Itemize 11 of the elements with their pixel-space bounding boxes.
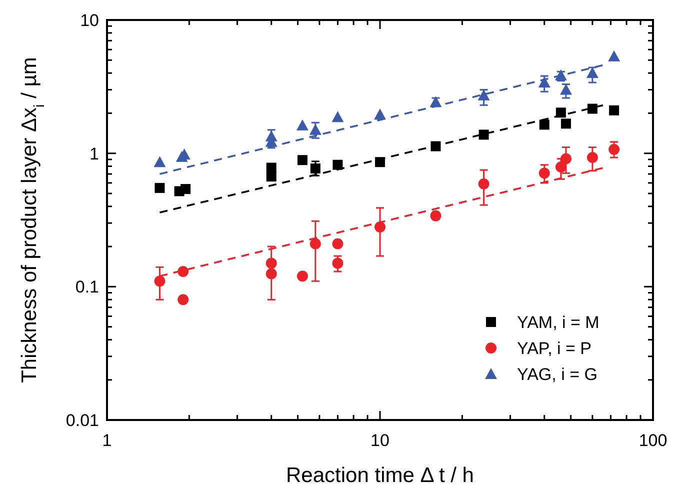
y-tick-label: 10 — [80, 10, 99, 30]
legend-label: YAP, i = P — [517, 338, 592, 358]
legend-label: YAM, i = M — [517, 312, 600, 332]
x-axis-title: Reaction time Δ t / h — [286, 464, 474, 487]
x-tick-label: 100 — [638, 431, 668, 450]
y-tick-label: 1 — [90, 144, 99, 164]
y-tick-label: 0.01 — [66, 410, 99, 430]
x-tick-label: 1 — [102, 431, 112, 450]
legend-label: YAG, i = G — [517, 364, 598, 384]
y-tick-label: 0.1 — [75, 278, 99, 297]
x-tick-label: 10 — [370, 431, 390, 450]
